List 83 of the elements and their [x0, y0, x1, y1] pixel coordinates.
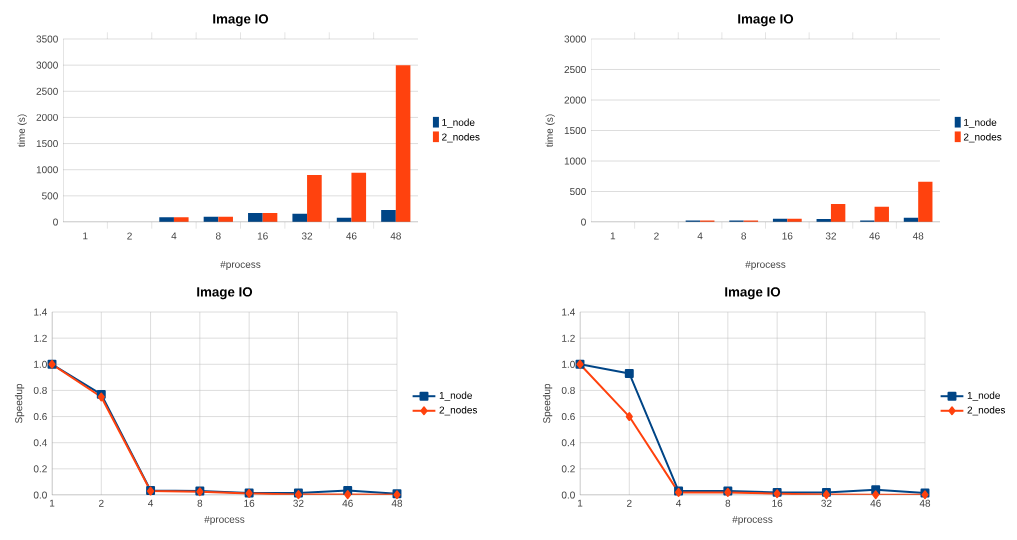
x-axis-title: #process	[204, 515, 245, 525]
y-tick-label: 0.4	[33, 439, 47, 447]
x-tick-label: 32	[825, 232, 836, 240]
x-tick-label: 46	[869, 232, 880, 240]
x-tick-label: 2	[127, 232, 132, 240]
x-tick-label: 32	[301, 232, 313, 240]
x-tick-label: 4	[697, 232, 703, 240]
y-tick-label: 1.4	[34, 308, 47, 316]
chart-title: Image IO	[213, 14, 269, 27]
legend-label: 2_nodes	[442, 133, 480, 143]
x-tick-label: 1	[49, 499, 55, 507]
x-tick-label: 8	[741, 232, 747, 240]
y-tick-label: 0.6	[33, 413, 47, 421]
x-tick-label: 8	[725, 499, 731, 507]
x-tick-label: 1	[610, 232, 616, 240]
x-tick-label: 2	[627, 499, 632, 507]
x-tick-label: 8	[197, 499, 203, 507]
legend-label: 2_nodes	[967, 406, 1006, 416]
y-tick-label: 2000	[36, 113, 58, 121]
y-tick-label: 1.0	[34, 360, 47, 368]
legend-label: 2_nodes	[439, 406, 478, 416]
y-tick-label: 1500	[36, 140, 58, 148]
x-tick-label: 46	[346, 232, 357, 240]
y-tick-label: 0.2	[33, 465, 47, 473]
legend-label: 1_node	[439, 391, 472, 401]
chart-title: Image IO	[197, 287, 253, 300]
x-tick-label: 16	[257, 232, 268, 240]
x-tick-label: 1	[83, 232, 88, 240]
x-tick-label: 48	[912, 232, 924, 240]
x-tick-label: 2	[99, 499, 104, 507]
x-axis-title: #process	[745, 260, 786, 270]
y-tick-label: 1000	[36, 166, 58, 174]
y-tick-label: 0.0	[33, 491, 47, 499]
y-axis-title: Speedup	[542, 383, 553, 424]
legend-label: 1_node	[442, 118, 475, 128]
y-axis-title: Speedup	[14, 383, 25, 424]
y-axis-title: time (s)	[17, 114, 27, 148]
x-tick-label: 46	[870, 499, 881, 507]
y-tick-label: 500	[570, 187, 586, 196]
x-tick-label: 48	[391, 499, 403, 507]
y-tick-label: 1.0	[562, 360, 575, 368]
x-tick-label: 16	[772, 499, 783, 507]
y-tick-label: 3000	[564, 35, 586, 43]
y-tick-label: 3000	[36, 61, 58, 69]
x-tick-label: 2	[654, 232, 659, 240]
y-tick-label: 3500	[36, 35, 58, 43]
x-tick-label: 4	[148, 499, 154, 507]
y-tick-label: 1.2	[34, 334, 47, 342]
y-tick-label: 0.6	[561, 413, 575, 421]
x-tick-label: 1	[577, 499, 583, 507]
y-tick-label: 2000	[564, 96, 586, 104]
x-tick-label: 32	[821, 499, 832, 507]
x-tick-label: 16	[244, 499, 255, 507]
legend-label: 1_node	[967, 391, 1000, 401]
y-tick-label: 0	[581, 218, 586, 226]
y-tick-label: 1.4	[562, 308, 575, 316]
legend-label: 2_nodes	[963, 133, 1002, 143]
y-tick-label: 1500	[564, 126, 586, 135]
x-tick-label: 4	[676, 499, 682, 507]
y-tick-label: 1000	[564, 157, 586, 165]
y-tick-label: 500	[42, 192, 58, 200]
chart-title: Image IO	[725, 287, 781, 300]
x-tick-label: 32	[293, 499, 304, 507]
y-tick-label: 1.2	[562, 334, 575, 342]
x-tick-label: 4	[171, 232, 177, 240]
y-tick-label: 0.8	[561, 386, 575, 394]
x-tick-label: 46	[342, 499, 353, 507]
y-tick-label: 0	[53, 218, 58, 226]
x-tick-label: 8	[215, 232, 221, 240]
legend-label: 1_node	[964, 118, 997, 128]
y-tick-label: 2500	[564, 65, 586, 74]
y-tick-label: 0.8	[33, 386, 47, 394]
y-tick-label: 0.0	[561, 491, 575, 499]
y-axis-title: time (s)	[545, 114, 555, 148]
chart-title: Image IO	[738, 14, 794, 27]
x-axis-title: #process	[220, 260, 261, 270]
x-tick-label: 48	[390, 232, 401, 240]
x-tick-label: 48	[919, 499, 931, 507]
y-tick-label: 2500	[36, 87, 58, 95]
x-axis-title: #process	[732, 515, 773, 525]
y-tick-label: 0.4	[561, 439, 575, 447]
x-tick-label: 16	[782, 232, 793, 240]
y-tick-label: 0.2	[561, 465, 575, 473]
